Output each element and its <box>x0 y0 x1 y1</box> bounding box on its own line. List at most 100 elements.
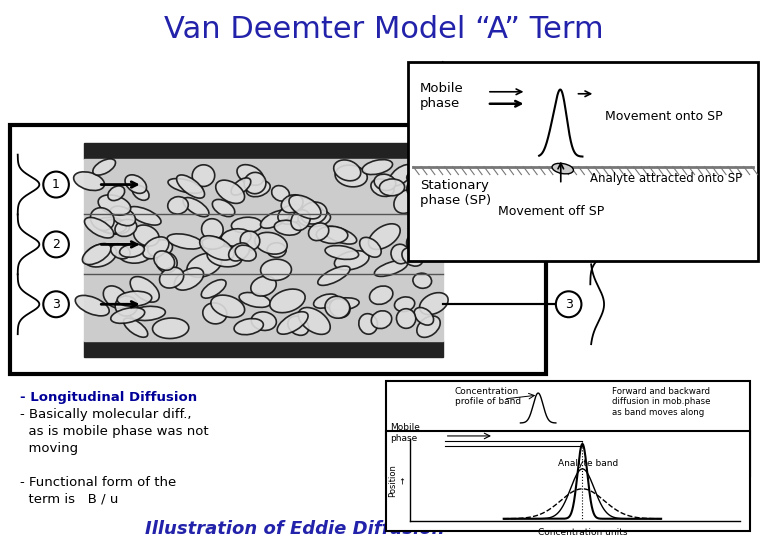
Ellipse shape <box>396 309 416 328</box>
Ellipse shape <box>424 176 442 195</box>
Ellipse shape <box>153 318 189 339</box>
Ellipse shape <box>379 179 405 196</box>
Text: Mobile
phase: Mobile phase <box>420 82 464 110</box>
Text: term is   B / u: term is B / u <box>20 493 118 506</box>
Text: Concentration
profile of band: Concentration profile of band <box>455 387 520 407</box>
Ellipse shape <box>129 306 165 321</box>
Ellipse shape <box>370 179 394 197</box>
Ellipse shape <box>288 316 309 335</box>
Text: 2: 2 <box>565 238 573 251</box>
Ellipse shape <box>232 217 262 233</box>
Ellipse shape <box>231 178 251 195</box>
Ellipse shape <box>391 244 410 264</box>
Ellipse shape <box>239 293 271 307</box>
Ellipse shape <box>323 226 356 244</box>
Ellipse shape <box>325 246 359 259</box>
Ellipse shape <box>154 251 175 271</box>
Ellipse shape <box>176 175 204 198</box>
Ellipse shape <box>234 319 264 335</box>
Ellipse shape <box>420 181 448 200</box>
Circle shape <box>43 232 69 258</box>
Ellipse shape <box>237 165 264 185</box>
Ellipse shape <box>175 268 204 290</box>
Ellipse shape <box>317 226 348 244</box>
Ellipse shape <box>362 160 392 174</box>
Text: Stationary
phase (SP): Stationary phase (SP) <box>420 179 491 207</box>
Ellipse shape <box>374 260 408 276</box>
Ellipse shape <box>203 303 227 324</box>
Ellipse shape <box>255 232 287 254</box>
Ellipse shape <box>407 178 428 197</box>
Bar <box>385 431 750 531</box>
Text: - Longitudinal Diffusion: - Longitudinal Diffusion <box>20 391 197 404</box>
Ellipse shape <box>298 209 331 227</box>
Ellipse shape <box>414 185 433 198</box>
Ellipse shape <box>300 202 327 224</box>
Ellipse shape <box>335 251 369 270</box>
Ellipse shape <box>261 259 292 280</box>
Ellipse shape <box>291 210 310 230</box>
Ellipse shape <box>143 237 168 259</box>
Ellipse shape <box>374 174 395 191</box>
Ellipse shape <box>552 163 573 174</box>
Text: moving: moving <box>20 442 78 455</box>
Circle shape <box>43 291 69 317</box>
Ellipse shape <box>282 195 303 213</box>
Ellipse shape <box>123 318 147 338</box>
Ellipse shape <box>159 267 184 288</box>
Ellipse shape <box>200 236 234 260</box>
Ellipse shape <box>147 240 172 257</box>
Bar <box>83 143 443 159</box>
Text: as is mobile phase was not: as is mobile phase was not <box>20 425 208 438</box>
Ellipse shape <box>110 206 136 226</box>
Ellipse shape <box>406 234 426 255</box>
Ellipse shape <box>334 160 360 181</box>
Ellipse shape <box>270 289 305 313</box>
Text: 1: 1 <box>565 178 573 191</box>
Ellipse shape <box>413 273 431 288</box>
Ellipse shape <box>251 312 276 330</box>
Text: Illustration of Eddie Diffusion: Illustration of Eddie Diffusion <box>145 519 445 538</box>
Ellipse shape <box>314 294 338 308</box>
Ellipse shape <box>261 210 290 228</box>
Ellipse shape <box>201 280 226 298</box>
Ellipse shape <box>157 252 177 273</box>
Ellipse shape <box>119 245 151 263</box>
Ellipse shape <box>201 237 225 249</box>
Bar <box>10 125 546 374</box>
Ellipse shape <box>389 165 413 186</box>
Bar <box>83 341 443 357</box>
Ellipse shape <box>325 296 349 318</box>
Ellipse shape <box>329 299 350 318</box>
Ellipse shape <box>168 197 188 214</box>
Ellipse shape <box>278 205 305 224</box>
Ellipse shape <box>271 186 289 201</box>
Text: Concentration units: Concentration units <box>537 528 627 537</box>
Ellipse shape <box>98 195 131 215</box>
Text: Movement onto SP: Movement onto SP <box>605 110 723 123</box>
Ellipse shape <box>111 244 130 259</box>
Circle shape <box>556 291 581 317</box>
Text: Movement off SP: Movement off SP <box>498 205 604 218</box>
Ellipse shape <box>229 243 250 261</box>
Text: Van Deemter Model “A” Term: Van Deemter Model “A” Term <box>164 16 604 44</box>
Ellipse shape <box>406 165 441 182</box>
Ellipse shape <box>317 266 350 285</box>
Text: Analyte attracted onto SP: Analyte attracted onto SP <box>590 172 743 185</box>
Ellipse shape <box>76 295 109 316</box>
Ellipse shape <box>192 165 214 186</box>
Ellipse shape <box>244 172 266 194</box>
Ellipse shape <box>240 231 260 250</box>
Circle shape <box>556 232 581 258</box>
Ellipse shape <box>73 172 105 191</box>
Ellipse shape <box>133 225 159 246</box>
Ellipse shape <box>359 314 378 334</box>
Circle shape <box>556 172 581 198</box>
Ellipse shape <box>119 244 144 257</box>
Ellipse shape <box>293 197 324 216</box>
Ellipse shape <box>414 307 434 325</box>
Text: 3: 3 <box>52 298 60 310</box>
Ellipse shape <box>309 223 329 241</box>
Bar <box>408 62 757 261</box>
Ellipse shape <box>298 307 330 334</box>
